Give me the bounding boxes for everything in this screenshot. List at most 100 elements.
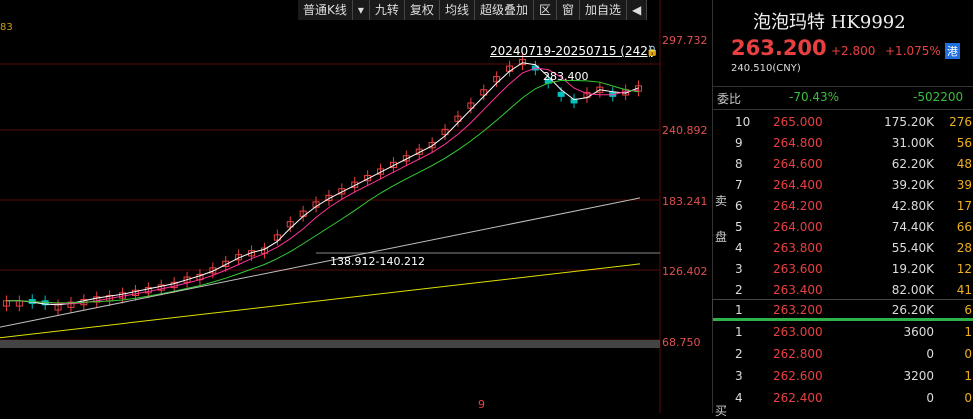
kline-type-select[interactable]: 普通K线 <box>298 0 353 20</box>
level: 3 <box>735 262 743 276</box>
bid-volume: 3200 <box>903 369 934 383</box>
ask-count: 66 <box>956 220 972 234</box>
bid-count: 1 <box>964 369 972 383</box>
sell-label: 盘 <box>715 230 728 244</box>
overlay-button[interactable]: 超级叠加 <box>475 0 534 20</box>
ma-button[interactable]: 均线 <box>440 0 475 20</box>
candle-body <box>377 168 385 175</box>
ask-price: 264.800 <box>773 136 823 150</box>
range-button[interactable]: 区 <box>534 0 557 20</box>
prev-close: 240.510(CNY) <box>731 63 801 74</box>
order-ratio-bar: 委比 -70.43% -502200 <box>713 86 973 110</box>
adjust-button[interactable]: 复权 <box>405 0 440 20</box>
price-change: +2.800 <box>831 44 876 58</box>
candle-body <box>493 76 501 83</box>
ask-row[interactable]: 7 264.400 39.20K 39 <box>713 175 973 195</box>
ask-row[interactable]: 10 265.000 175.20K 276 <box>713 112 973 132</box>
ask-row[interactable]: 6 264.200 42.80K 17 <box>713 196 973 216</box>
ask-price: 263.800 <box>773 241 823 255</box>
ask-volume: 42.80K <box>891 199 934 213</box>
candle-body <box>441 128 449 136</box>
ask-price: 263.600 <box>773 262 823 276</box>
ma120-line <box>0 197 641 328</box>
ask-row[interactable]: 2 263.400 82.00K 41 <box>713 280 973 300</box>
add-watchlist-button[interactable]: 加自选 <box>580 0 628 20</box>
stock-name: 泡泡玛特 HK9992 <box>753 12 906 33</box>
order-ratio-label: 委比 <box>717 92 742 106</box>
level: 4 <box>735 391 743 405</box>
candle-body <box>170 281 178 289</box>
kline-chart[interactable]: 普通K线 ▾ 九转 复权 均线 超级叠加 区 窗 加自选 ◀ 83 202407… <box>0 0 712 413</box>
bid-row[interactable]: 1 263.000 3600 1 <box>713 322 973 342</box>
kline-plot[interactable] <box>0 0 712 413</box>
bid-row[interactable]: 4 262.400 0 0 <box>713 388 973 408</box>
axis-tick: 297.732 <box>662 34 708 47</box>
hk-badge: 港 <box>945 43 960 59</box>
axis-tick: 183.241 <box>662 195 708 208</box>
order-ratio-value: -502200 <box>913 90 964 104</box>
date-range-label[interactable]: 20240719-20250715 (242) <box>490 44 653 58</box>
ask-row[interactable]: 3 263.600 19.20K 12 <box>713 259 973 279</box>
candle-body <box>351 181 359 188</box>
bid-count: 0 <box>964 391 972 405</box>
bid-ask-divider <box>713 318 973 321</box>
bid-row[interactable]: 2 262.800 0 0 <box>713 344 973 364</box>
candle-body <box>402 155 410 162</box>
bid-price: 262.800 <box>773 347 823 361</box>
ask-price: 264.600 <box>773 157 823 171</box>
level: 3 <box>735 369 743 383</box>
ask-count: 12 <box>956 262 972 276</box>
level: 2 <box>735 347 743 361</box>
candle-body <box>428 142 436 149</box>
ask-volume: 19.20K <box>891 262 934 276</box>
bid-volume: 3600 <box>903 325 934 339</box>
level: 1 <box>735 303 743 317</box>
bid-price: 262.600 <box>773 369 823 383</box>
ma250-line <box>0 263 641 339</box>
ask-price: 264.000 <box>773 220 823 234</box>
bid-count: 1 <box>964 325 972 339</box>
ask-row[interactable]: 4 263.800 55.40K 28 <box>713 238 973 258</box>
level: 2 <box>735 283 743 297</box>
candle-body <box>480 89 488 96</box>
ask-volume: 39.20K <box>891 178 934 192</box>
ask-price: 264.200 <box>773 199 823 213</box>
bid-price: 262.400 <box>773 391 823 405</box>
window-button[interactable]: 窗 <box>557 0 580 20</box>
level: 8 <box>735 157 743 171</box>
candle-body <box>570 98 578 104</box>
sell-label: 卖 <box>715 194 728 208</box>
candle-body <box>338 188 346 195</box>
ma-lines <box>0 62 641 339</box>
level: 6 <box>735 199 743 213</box>
ma-line <box>6 62 639 306</box>
ask-row[interactable]: 1 263.200 26.20K 6 <box>712 299 973 321</box>
ask-row[interactable]: 8 264.600 62.20K 48 <box>713 154 973 174</box>
candle-body <box>364 174 372 182</box>
level: 10 <box>735 115 751 129</box>
ma-line <box>6 67 639 305</box>
nine-turn-button[interactable]: 九转 <box>370 0 405 20</box>
ask-price: 263.200 <box>773 303 823 317</box>
ask-price: 265.000 <box>773 115 823 129</box>
bid-row[interactable]: 3 262.600 3200 1 <box>713 366 973 386</box>
candle-body <box>325 194 333 202</box>
level: 9 <box>735 136 743 150</box>
collapse-panel-icon[interactable]: ◀ <box>627 0 648 20</box>
axis-tick: 68.750 <box>662 336 701 349</box>
ask-row[interactable]: 5 264.000 74.40K 66 <box>713 217 973 237</box>
ask-count: 39 <box>956 178 972 192</box>
nine-turn-bottom: 9 <box>478 398 485 411</box>
price-change-pct: +1.075% <box>885 44 941 58</box>
level: 1 <box>735 325 743 339</box>
ask-count: 56 <box>956 136 972 150</box>
bid-volume: 0 <box>926 391 934 405</box>
low-label: 138.912-140.212 <box>330 255 425 268</box>
level: 5 <box>735 220 743 234</box>
lock-icon[interactable]: 🔒 <box>646 46 659 57</box>
ask-count: 28 <box>956 241 972 255</box>
chevron-down-icon[interactable]: ▾ <box>353 0 370 20</box>
ask-volume: 175.20K <box>884 115 934 129</box>
candle-body <box>467 102 475 109</box>
ask-row[interactable]: 9 264.800 31.00K 56 <box>713 133 973 153</box>
